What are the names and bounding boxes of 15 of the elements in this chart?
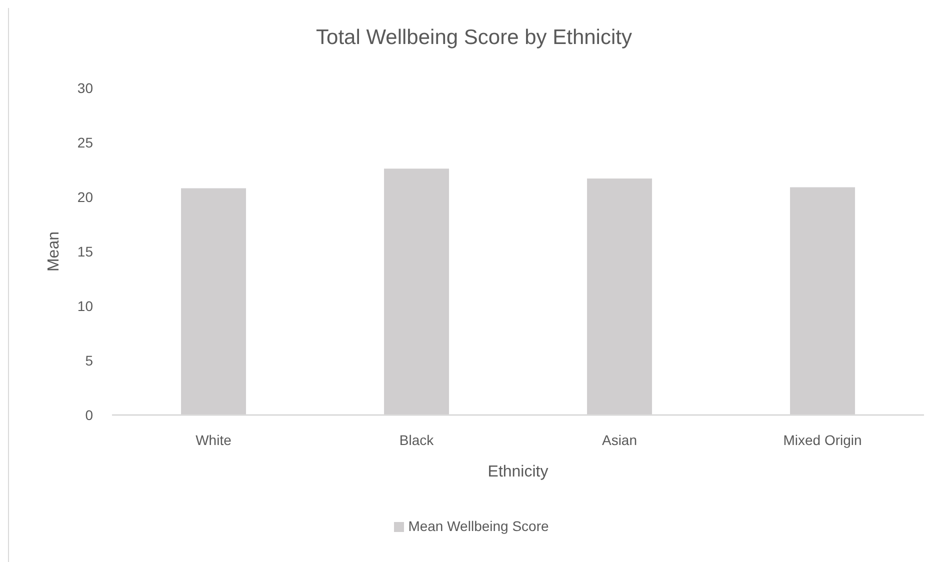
x-tick-label: Mixed Origin xyxy=(783,432,862,448)
y-tick-label: 20 xyxy=(77,188,94,205)
x-tick-label: Asian xyxy=(602,432,638,448)
y-tick-label: 25 xyxy=(77,134,94,150)
y-tick-label: 0 xyxy=(85,406,94,423)
y-tick-label: 5 xyxy=(85,352,94,368)
y-tick-label: 15 xyxy=(77,243,94,260)
y-axis-title: Mean xyxy=(46,231,63,272)
x-axis-title: Ethnicity xyxy=(488,463,548,480)
x-tick-label: White xyxy=(196,432,232,448)
legend-label: Mean Wellbeing Score xyxy=(408,518,549,534)
x-tick-label: Black xyxy=(399,432,435,448)
y-tick-label: 30 xyxy=(77,80,94,96)
chart-title: Total Wellbeing Score by Ethnicity xyxy=(315,26,633,50)
y-tick-label: 10 xyxy=(77,298,94,314)
